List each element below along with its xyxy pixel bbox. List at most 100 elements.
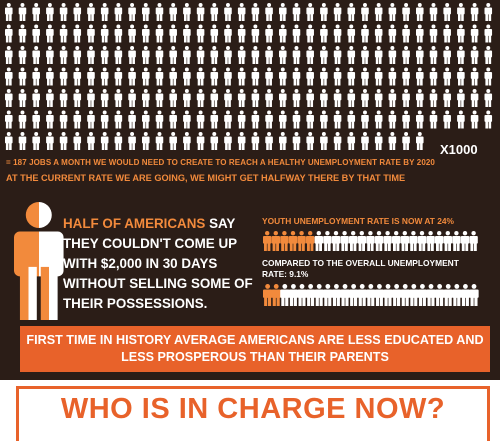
person-icon: [314, 231, 323, 251]
body: [292, 7, 301, 15]
person-icon: [320, 3, 328, 21]
leg: [200, 55, 204, 64]
head: [280, 3, 285, 7]
leg: [447, 98, 451, 107]
leg: [413, 242, 417, 251]
body: [457, 93, 465, 101]
body: [73, 72, 82, 79]
body: [59, 115, 68, 122]
leg: [375, 34, 379, 43]
leg: [146, 98, 149, 107]
leg: [293, 77, 297, 86]
body: [333, 50, 342, 58]
leg: [104, 98, 108, 107]
leg: [142, 55, 146, 64]
head: [299, 231, 304, 236]
person-icon: [452, 231, 461, 251]
body: [435, 289, 445, 298]
body: [73, 7, 82, 15]
head: [143, 67, 148, 72]
leg: [453, 296, 457, 306]
leg: [406, 98, 409, 107]
leg: [241, 55, 245, 64]
head: [61, 110, 66, 115]
leg: [465, 242, 469, 251]
leg: [324, 55, 327, 64]
body: [18, 93, 27, 101]
body: [320, 29, 328, 36]
person-icon: [347, 110, 356, 129]
person-icon: [361, 24, 369, 43]
head: [198, 67, 203, 72]
body: [271, 236, 280, 244]
person-icon: [73, 110, 82, 129]
leg: [60, 12, 64, 21]
body: [32, 93, 40, 101]
body: [383, 236, 392, 244]
head: [61, 46, 66, 50]
leg: [293, 120, 297, 129]
leg: [238, 98, 242, 107]
head: [6, 132, 11, 136]
person-icon: [388, 46, 397, 64]
head: [253, 67, 258, 72]
person-icon: [320, 132, 328, 150]
body: [460, 236, 470, 244]
head: [157, 24, 162, 29]
leg: [33, 120, 36, 129]
body: [263, 236, 272, 244]
body: [347, 29, 356, 36]
leg: [9, 77, 12, 86]
body: [210, 29, 219, 36]
person-icon: [32, 110, 40, 129]
leg: [22, 98, 26, 107]
person-icon: [429, 24, 438, 43]
person-icon: [265, 67, 273, 86]
person-icon: [100, 132, 109, 150]
head: [143, 89, 148, 93]
leg: [132, 120, 135, 129]
person-icon: [374, 24, 383, 43]
leg: [60, 98, 64, 107]
leg: [488, 55, 492, 64]
person-icon: [59, 67, 68, 86]
body: [443, 115, 451, 122]
body: [484, 72, 493, 79]
head: [116, 89, 121, 93]
head: [102, 110, 107, 115]
body: [292, 93, 301, 101]
leg: [91, 98, 94, 107]
halfway-caption: AT THE CURRENT RATE WE ARE GOING, WE MIG…: [6, 173, 406, 183]
body: [280, 289, 290, 298]
leg: [351, 98, 355, 107]
person-icon: [169, 89, 177, 107]
head: [184, 110, 189, 115]
head: [376, 89, 381, 93]
person-icon: [73, 24, 82, 43]
body: [374, 29, 383, 36]
body: [128, 50, 136, 58]
body: [224, 93, 232, 101]
body: [323, 236, 332, 244]
body: [457, 72, 465, 79]
leg: [50, 98, 53, 107]
person-icon: [32, 24, 40, 43]
leg: [269, 120, 272, 129]
head: [335, 110, 340, 115]
head: [239, 89, 244, 93]
leg: [156, 55, 160, 64]
body: [142, 72, 150, 79]
body: [46, 136, 54, 144]
body: [416, 115, 424, 122]
body: [224, 115, 232, 122]
body: [470, 72, 479, 79]
leg: [9, 141, 12, 150]
leg: [365, 34, 368, 43]
head: [280, 89, 285, 93]
body: [288, 236, 298, 244]
head: [486, 24, 491, 29]
person-icon: [460, 284, 471, 306]
leg: [91, 77, 94, 86]
leg: [91, 55, 94, 64]
head: [299, 284, 305, 289]
